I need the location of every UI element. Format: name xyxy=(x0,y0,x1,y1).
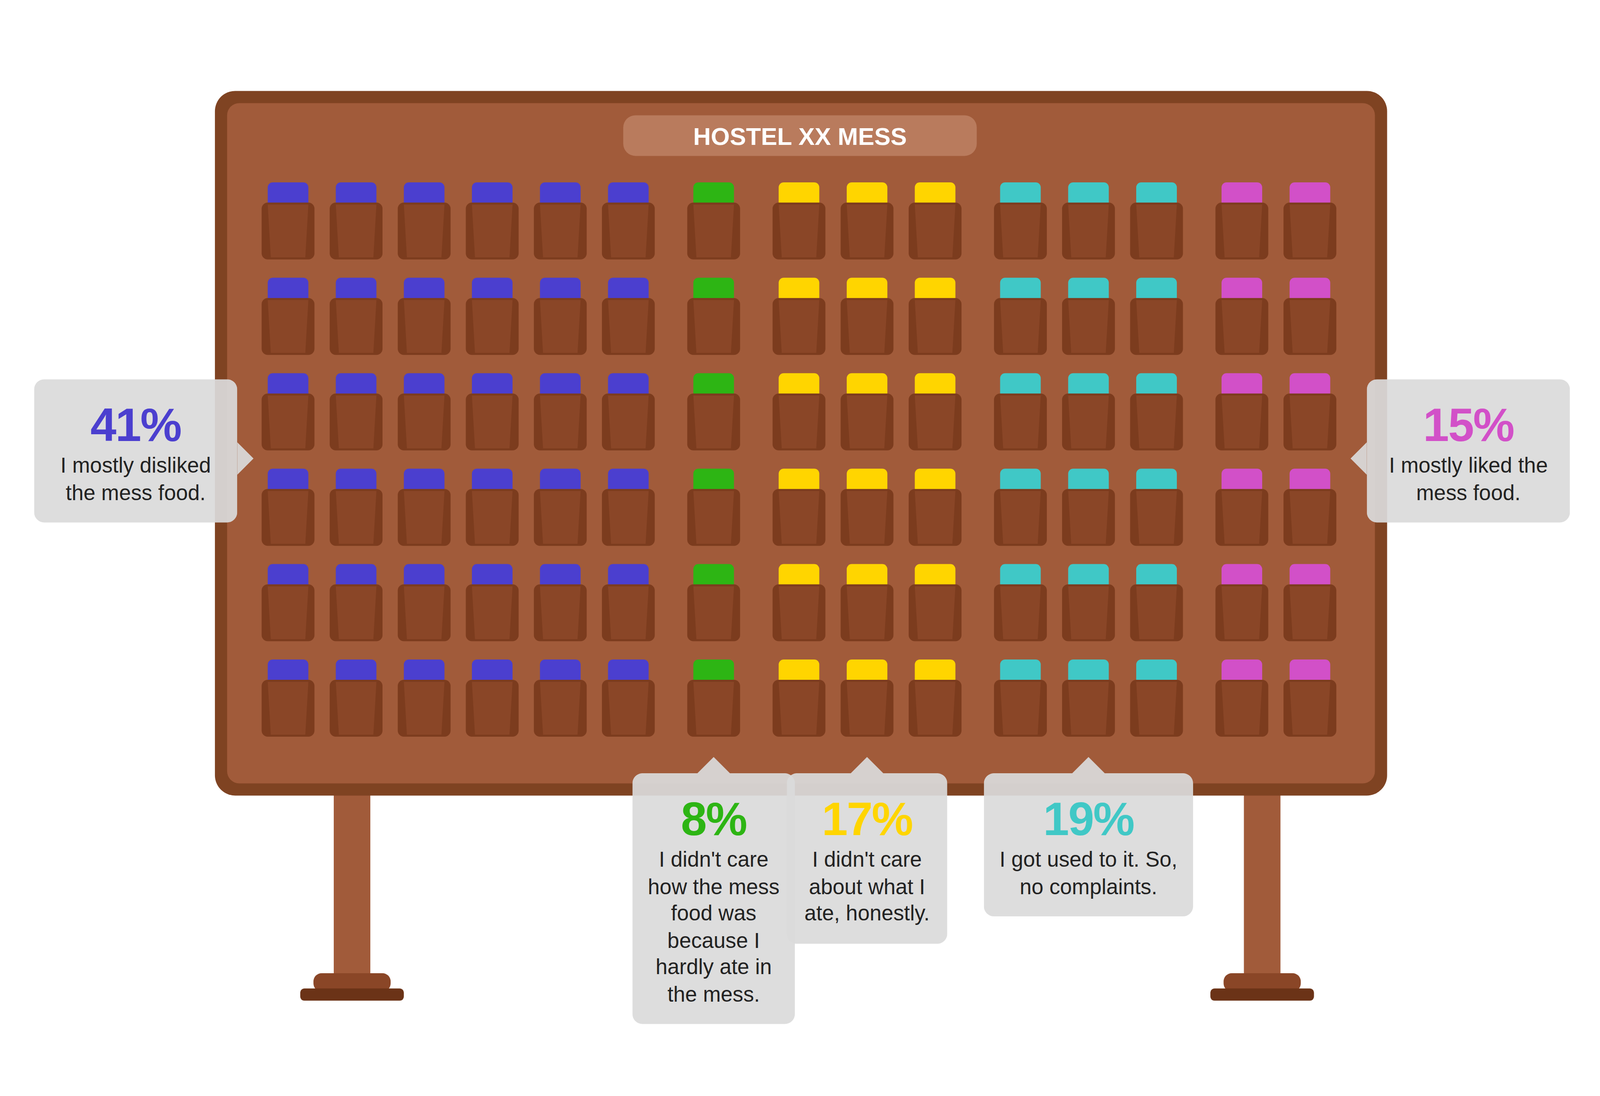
svg-text:HOSTEL XX MESS: HOSTEL XX MESS xyxy=(693,122,907,150)
html-text:41%: 41% xyxy=(90,398,181,452)
html-text:I didn't care how the mess foo: I didn't care how the mess food was beca… xyxy=(647,847,780,1006)
html-text:19%: 19% xyxy=(1043,792,1134,846)
html-text:I mostly liked the mess food.: I mostly liked the mess food. xyxy=(1388,453,1548,504)
html-text:I mostly disliked the mess foo: I mostly disliked the mess food. xyxy=(60,453,211,504)
html-text:8%: 8% xyxy=(680,792,747,846)
html-text:I didn't care about what I ate: I didn't care about what I ate, honestly… xyxy=(804,847,930,925)
html-text:I got used to it. So, no compl: I got used to it. So, no complaints. xyxy=(999,847,1178,898)
html-text:15%: 15% xyxy=(1423,398,1514,452)
html-text:17%: 17% xyxy=(821,792,913,846)
